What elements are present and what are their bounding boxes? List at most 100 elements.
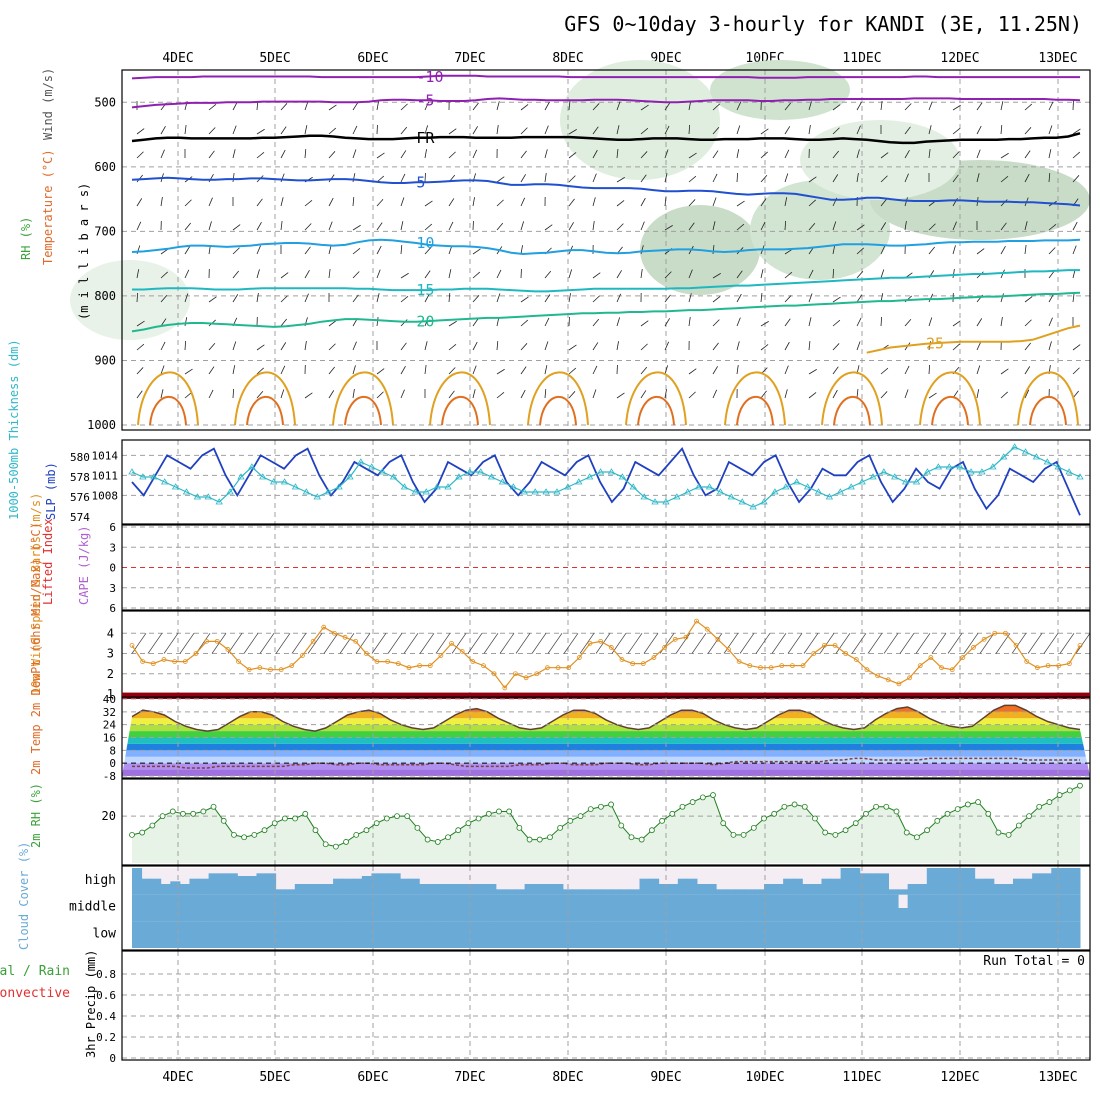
thickness-point — [956, 463, 964, 470]
temp-color-band — [122, 724, 1090, 732]
wind-barb — [952, 104, 961, 111]
cloud-bar-middle — [486, 894, 497, 922]
wind-barb — [976, 173, 980, 183]
wind-speed-point — [1013, 643, 1019, 648]
cloud-bar-low — [275, 921, 286, 948]
wind-barb — [1024, 127, 1032, 135]
cloud-bar-high — [898, 889, 909, 895]
cloud-bar-low — [333, 921, 344, 948]
wind-barb — [304, 101, 309, 111]
rh-point — [924, 827, 930, 834]
cloud-bar-middle — [419, 894, 430, 922]
rh-point — [954, 806, 961, 813]
wind-barb — [280, 295, 288, 303]
wind-barb — [1048, 247, 1056, 255]
wind-barb — [736, 270, 743, 279]
cloud-bar-middle — [141, 894, 152, 922]
rh-point — [434, 839, 441, 845]
thickness-point — [1076, 473, 1084, 480]
temp-line — [131, 704, 1081, 732]
cloud-bar-high — [591, 889, 602, 895]
cloud-bar-high — [1070, 868, 1081, 895]
wind-barb — [1024, 245, 1027, 255]
wind-speed-point — [598, 638, 604, 644]
wind-barb — [280, 389, 285, 399]
thickness-point — [880, 468, 888, 475]
temp-tick-40: 40 — [103, 693, 116, 706]
wind-barb — [808, 222, 816, 231]
lifted-index-cape-frame — [121, 524, 1091, 611]
wind-barb — [568, 222, 574, 231]
cloud-bar-low — [419, 921, 430, 948]
rh-point — [964, 801, 971, 808]
cloud-bar-middle — [687, 894, 698, 922]
cloud-bar-high — [764, 884, 775, 895]
thickness-point — [716, 488, 725, 495]
wind-barb — [808, 125, 811, 135]
cloud-bar-middle — [400, 894, 411, 922]
wind-barb — [256, 367, 264, 375]
temp-tick-24: 24 — [103, 719, 117, 732]
surface-temp-contour — [429, 371, 491, 426]
wind-barb — [136, 151, 144, 159]
wind-barb — [496, 222, 504, 231]
cloud-bar-high — [218, 873, 229, 895]
wind-barb — [952, 221, 957, 231]
rh-point — [801, 803, 808, 810]
cloud-bar-high — [199, 878, 210, 895]
contour--5 — [131, 97, 1081, 109]
slp-label: SLP (mb) — [44, 462, 58, 520]
wind-barb — [880, 367, 889, 375]
cloud-bar-high — [955, 868, 966, 895]
wind-barb — [160, 149, 165, 159]
cloud-bar-high — [419, 884, 430, 895]
wind-barb — [136, 292, 139, 303]
cloud-bar-high — [428, 884, 439, 895]
wind-barb — [640, 320, 649, 327]
wind-barb — [832, 221, 837, 231]
wind-barb — [952, 174, 959, 183]
wind-barb — [784, 318, 791, 327]
wind-barb — [328, 269, 331, 279]
wind-barb — [136, 221, 142, 231]
thickness-tick-576: 576 — [70, 491, 90, 504]
thickness-point — [193, 493, 202, 500]
thickness-point — [673, 493, 681, 500]
pressure-tick-1000: 1000 — [87, 418, 116, 432]
rh-point — [587, 806, 594, 813]
wind-barb — [376, 368, 385, 375]
wind-barb — [328, 390, 335, 399]
cloud-bar-low — [208, 921, 219, 948]
surface-temp-contour — [1017, 371, 1079, 426]
cloud-bar-middle — [534, 894, 545, 922]
wind-barb — [688, 293, 692, 303]
wind-barb — [208, 197, 213, 207]
wind-barb — [376, 317, 379, 327]
wind-barb — [1072, 293, 1075, 303]
cloud-bar-low — [160, 921, 171, 948]
cloud-bar-low — [170, 921, 181, 948]
cloud-bar-middle — [275, 894, 286, 922]
cloud-bar-high — [840, 868, 851, 895]
wind-speed-point — [385, 659, 391, 664]
thickness-point — [901, 478, 910, 485]
top-date-4DEC: 4DEC — [162, 51, 193, 66]
thickness-point — [847, 483, 855, 490]
cloud-bar-low — [706, 921, 717, 948]
thickness-point — [836, 488, 844, 495]
cloud-bar-high — [170, 881, 181, 895]
wind-barb — [1072, 175, 1080, 183]
wind-barb — [640, 245, 644, 255]
wind-barb — [712, 150, 719, 159]
rh-point — [465, 820, 472, 827]
wind-barb — [208, 127, 216, 135]
cloud-bar-middle — [543, 894, 554, 922]
wind-barb — [424, 200, 433, 207]
surface-wind-barb — [979, 633, 995, 654]
wind-barb — [136, 198, 143, 207]
wind-barb — [856, 125, 861, 135]
wind-barb — [904, 197, 908, 207]
wind-barb — [304, 148, 307, 159]
wind-speed-point — [896, 681, 902, 687]
cloud-bar-low — [610, 921, 621, 948]
